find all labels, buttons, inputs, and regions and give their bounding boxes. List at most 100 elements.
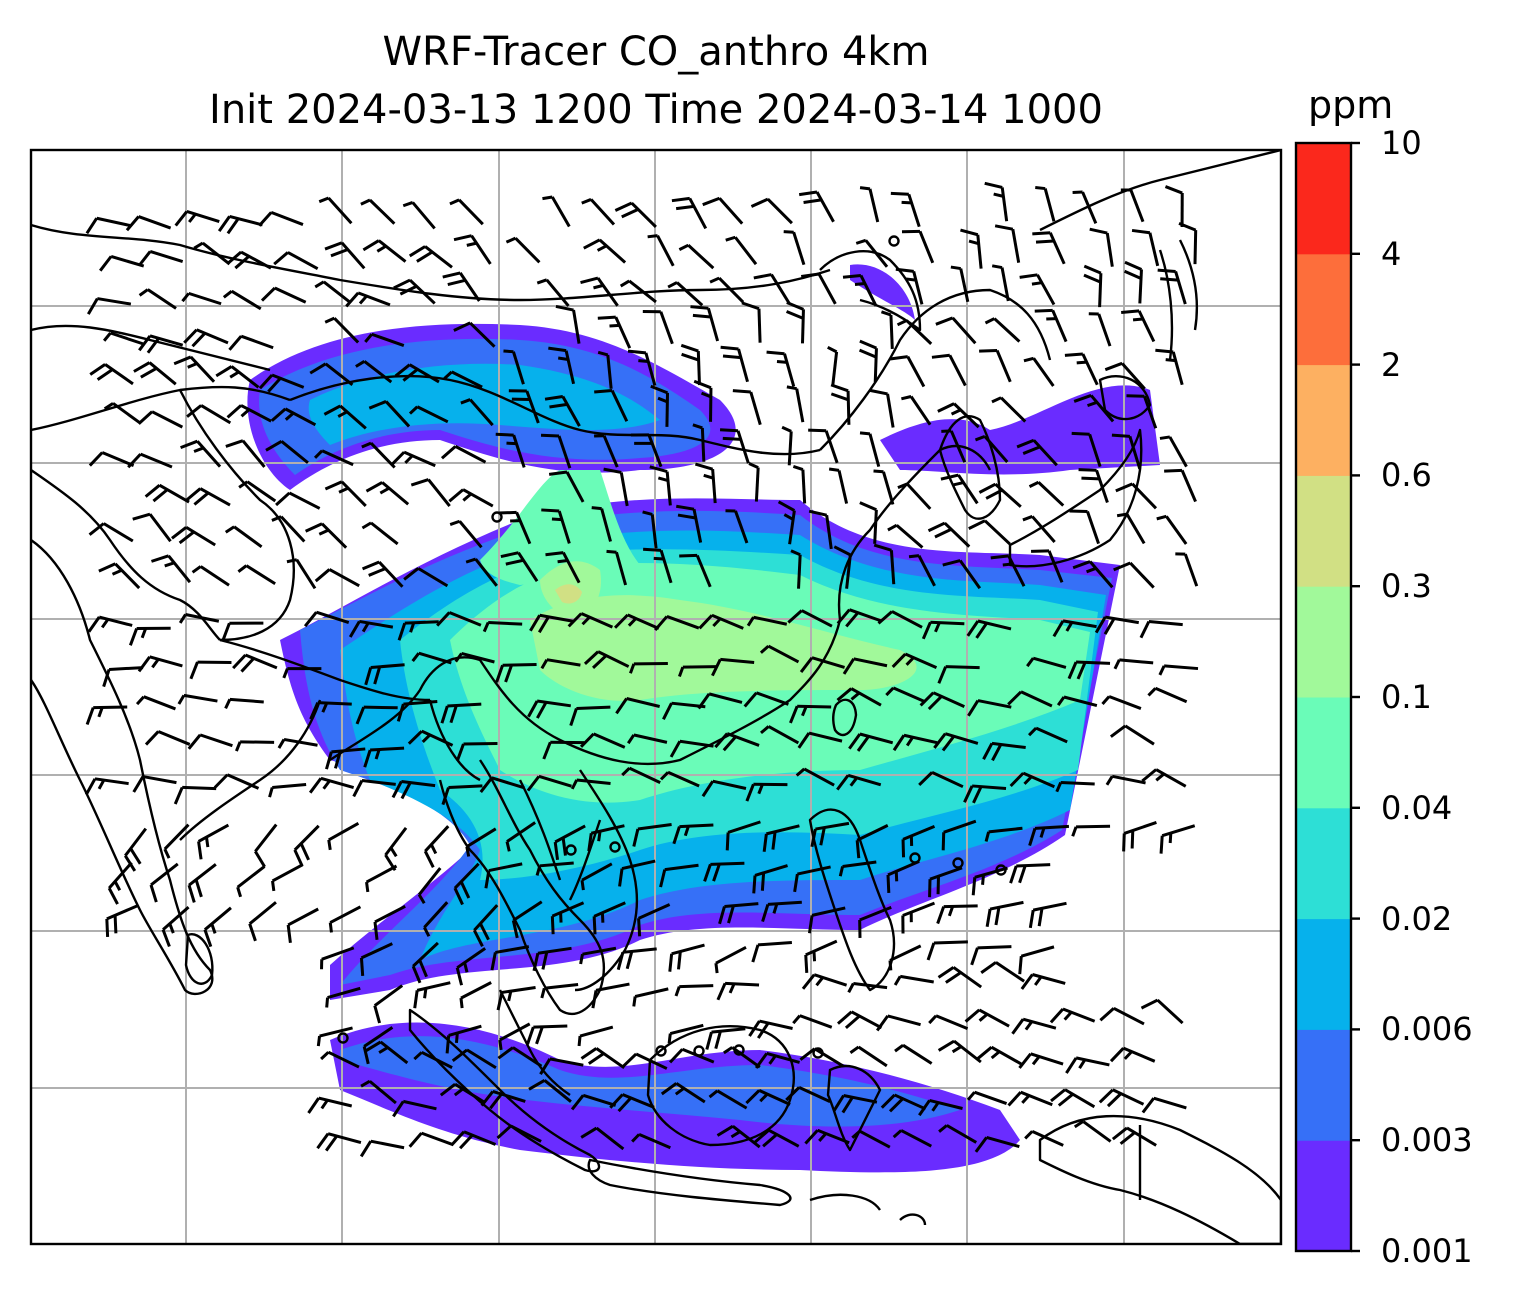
border-sea-asia bbox=[428, 699, 602, 901]
wind-barb bbox=[928, 866, 963, 898]
wind-barb bbox=[720, 345, 749, 383]
wind-barb bbox=[830, 383, 851, 425]
wind-barb bbox=[851, 1129, 891, 1149]
wind-barb bbox=[887, 523, 924, 549]
wind-barb bbox=[308, 776, 355, 794]
wind-barb bbox=[777, 500, 796, 545]
wind-barb bbox=[808, 509, 833, 550]
wind-barb bbox=[132, 775, 177, 793]
wind-barb bbox=[637, 903, 671, 937]
wind-barb bbox=[660, 1082, 706, 1104]
wind-barb bbox=[622, 1052, 668, 1070]
wind-barb bbox=[897, 482, 932, 510]
wind-barb bbox=[364, 663, 405, 686]
wind-barb bbox=[440, 702, 482, 724]
wind-barb bbox=[667, 281, 704, 307]
wind-barb bbox=[1028, 824, 1070, 847]
wind-barb bbox=[224, 697, 264, 710]
wind-barb bbox=[762, 824, 800, 852]
wind-barb bbox=[232, 653, 278, 673]
colorbar-tick-label: 2 bbox=[1381, 345, 1402, 384]
wind-barb bbox=[495, 432, 526, 468]
wind-barb bbox=[417, 867, 442, 905]
border-kazakh bbox=[31, 324, 271, 372]
wind-barb bbox=[394, 363, 440, 384]
coast-taiwan bbox=[832, 698, 858, 737]
wind-barb bbox=[942, 559, 982, 590]
wind-barb bbox=[236, 865, 266, 898]
wind-barb bbox=[254, 823, 278, 868]
wind-barb bbox=[703, 861, 745, 882]
wind-barb bbox=[1116, 512, 1146, 545]
wind-barb bbox=[725, 820, 761, 851]
wind-barb bbox=[1018, 945, 1055, 975]
wind-barb bbox=[309, 362, 354, 386]
wind-barb bbox=[384, 826, 408, 872]
wind-barb bbox=[609, 1093, 655, 1113]
wind-barb bbox=[926, 940, 968, 961]
wind-barb bbox=[859, 186, 880, 223]
wind-barb bbox=[892, 733, 938, 752]
wind-barb bbox=[98, 562, 141, 590]
wind-barb bbox=[217, 214, 263, 235]
wind-barb bbox=[627, 349, 657, 387]
wind-barb bbox=[413, 981, 451, 1009]
wind-barb bbox=[725, 509, 749, 544]
wind-barb bbox=[189, 660, 232, 680]
wind-barb bbox=[908, 554, 936, 587]
wind-barb bbox=[307, 1096, 353, 1114]
coast-india bbox=[31, 539, 214, 996]
coast-okhotsk bbox=[819, 250, 922, 332]
wind-barb bbox=[974, 435, 1009, 463]
wind-barb bbox=[451, 1048, 497, 1070]
wind-barb bbox=[539, 1057, 584, 1075]
wind-barb bbox=[569, 705, 611, 727]
wind-barb bbox=[178, 612, 220, 624]
calm-wind-marker bbox=[888, 235, 900, 247]
wind-barb bbox=[632, 823, 672, 847]
wind-barb bbox=[894, 1043, 933, 1065]
wind-barb bbox=[1050, 1088, 1096, 1109]
wind-barb bbox=[402, 201, 436, 230]
wind-barb bbox=[361, 441, 396, 469]
wind-barb bbox=[1105, 774, 1146, 786]
wind-barb bbox=[496, 1124, 542, 1143]
wind-barb bbox=[183, 328, 229, 348]
border-manchuria bbox=[819, 288, 1052, 451]
coast-sulawesi bbox=[826, 1064, 882, 1152]
wind-barb bbox=[363, 746, 405, 768]
wind-barb bbox=[690, 305, 720, 342]
wind-barb bbox=[1028, 480, 1065, 507]
wind-barb bbox=[1078, 468, 1109, 504]
wind-barb bbox=[84, 777, 129, 796]
wind-barb bbox=[391, 779, 436, 800]
wind-barb bbox=[801, 973, 848, 990]
wind-barb bbox=[282, 667, 322, 679]
wind-barb bbox=[228, 334, 274, 351]
wind-barb bbox=[362, 239, 407, 263]
wind-barb bbox=[901, 901, 936, 934]
wind-barb bbox=[453, 234, 492, 265]
wind-barb bbox=[619, 279, 657, 304]
coast-india-east bbox=[179, 699, 322, 841]
wind-barb bbox=[1055, 781, 1095, 793]
wind-barb bbox=[87, 297, 132, 315]
wind-barb bbox=[1056, 695, 1098, 707]
wind-barb bbox=[1073, 394, 1115, 423]
wind-barb bbox=[918, 771, 964, 789]
wind-barb bbox=[581, 198, 616, 226]
wind-barb bbox=[836, 687, 882, 707]
wind-barb bbox=[323, 404, 367, 430]
wind-barb bbox=[667, 1023, 704, 1044]
wind-barb bbox=[1120, 188, 1145, 223]
wind-barb bbox=[606, 549, 628, 586]
wind-barb bbox=[373, 984, 404, 1024]
wind-barb bbox=[191, 565, 230, 587]
wind-barb bbox=[760, 725, 800, 745]
wind-barb bbox=[708, 1089, 748, 1110]
wind-barb bbox=[940, 473, 979, 505]
plume-level6 bbox=[530, 595, 917, 701]
wind-barb bbox=[931, 353, 967, 387]
wind-barb bbox=[680, 343, 701, 386]
coast-newguinea bbox=[1038, 1114, 1281, 1244]
